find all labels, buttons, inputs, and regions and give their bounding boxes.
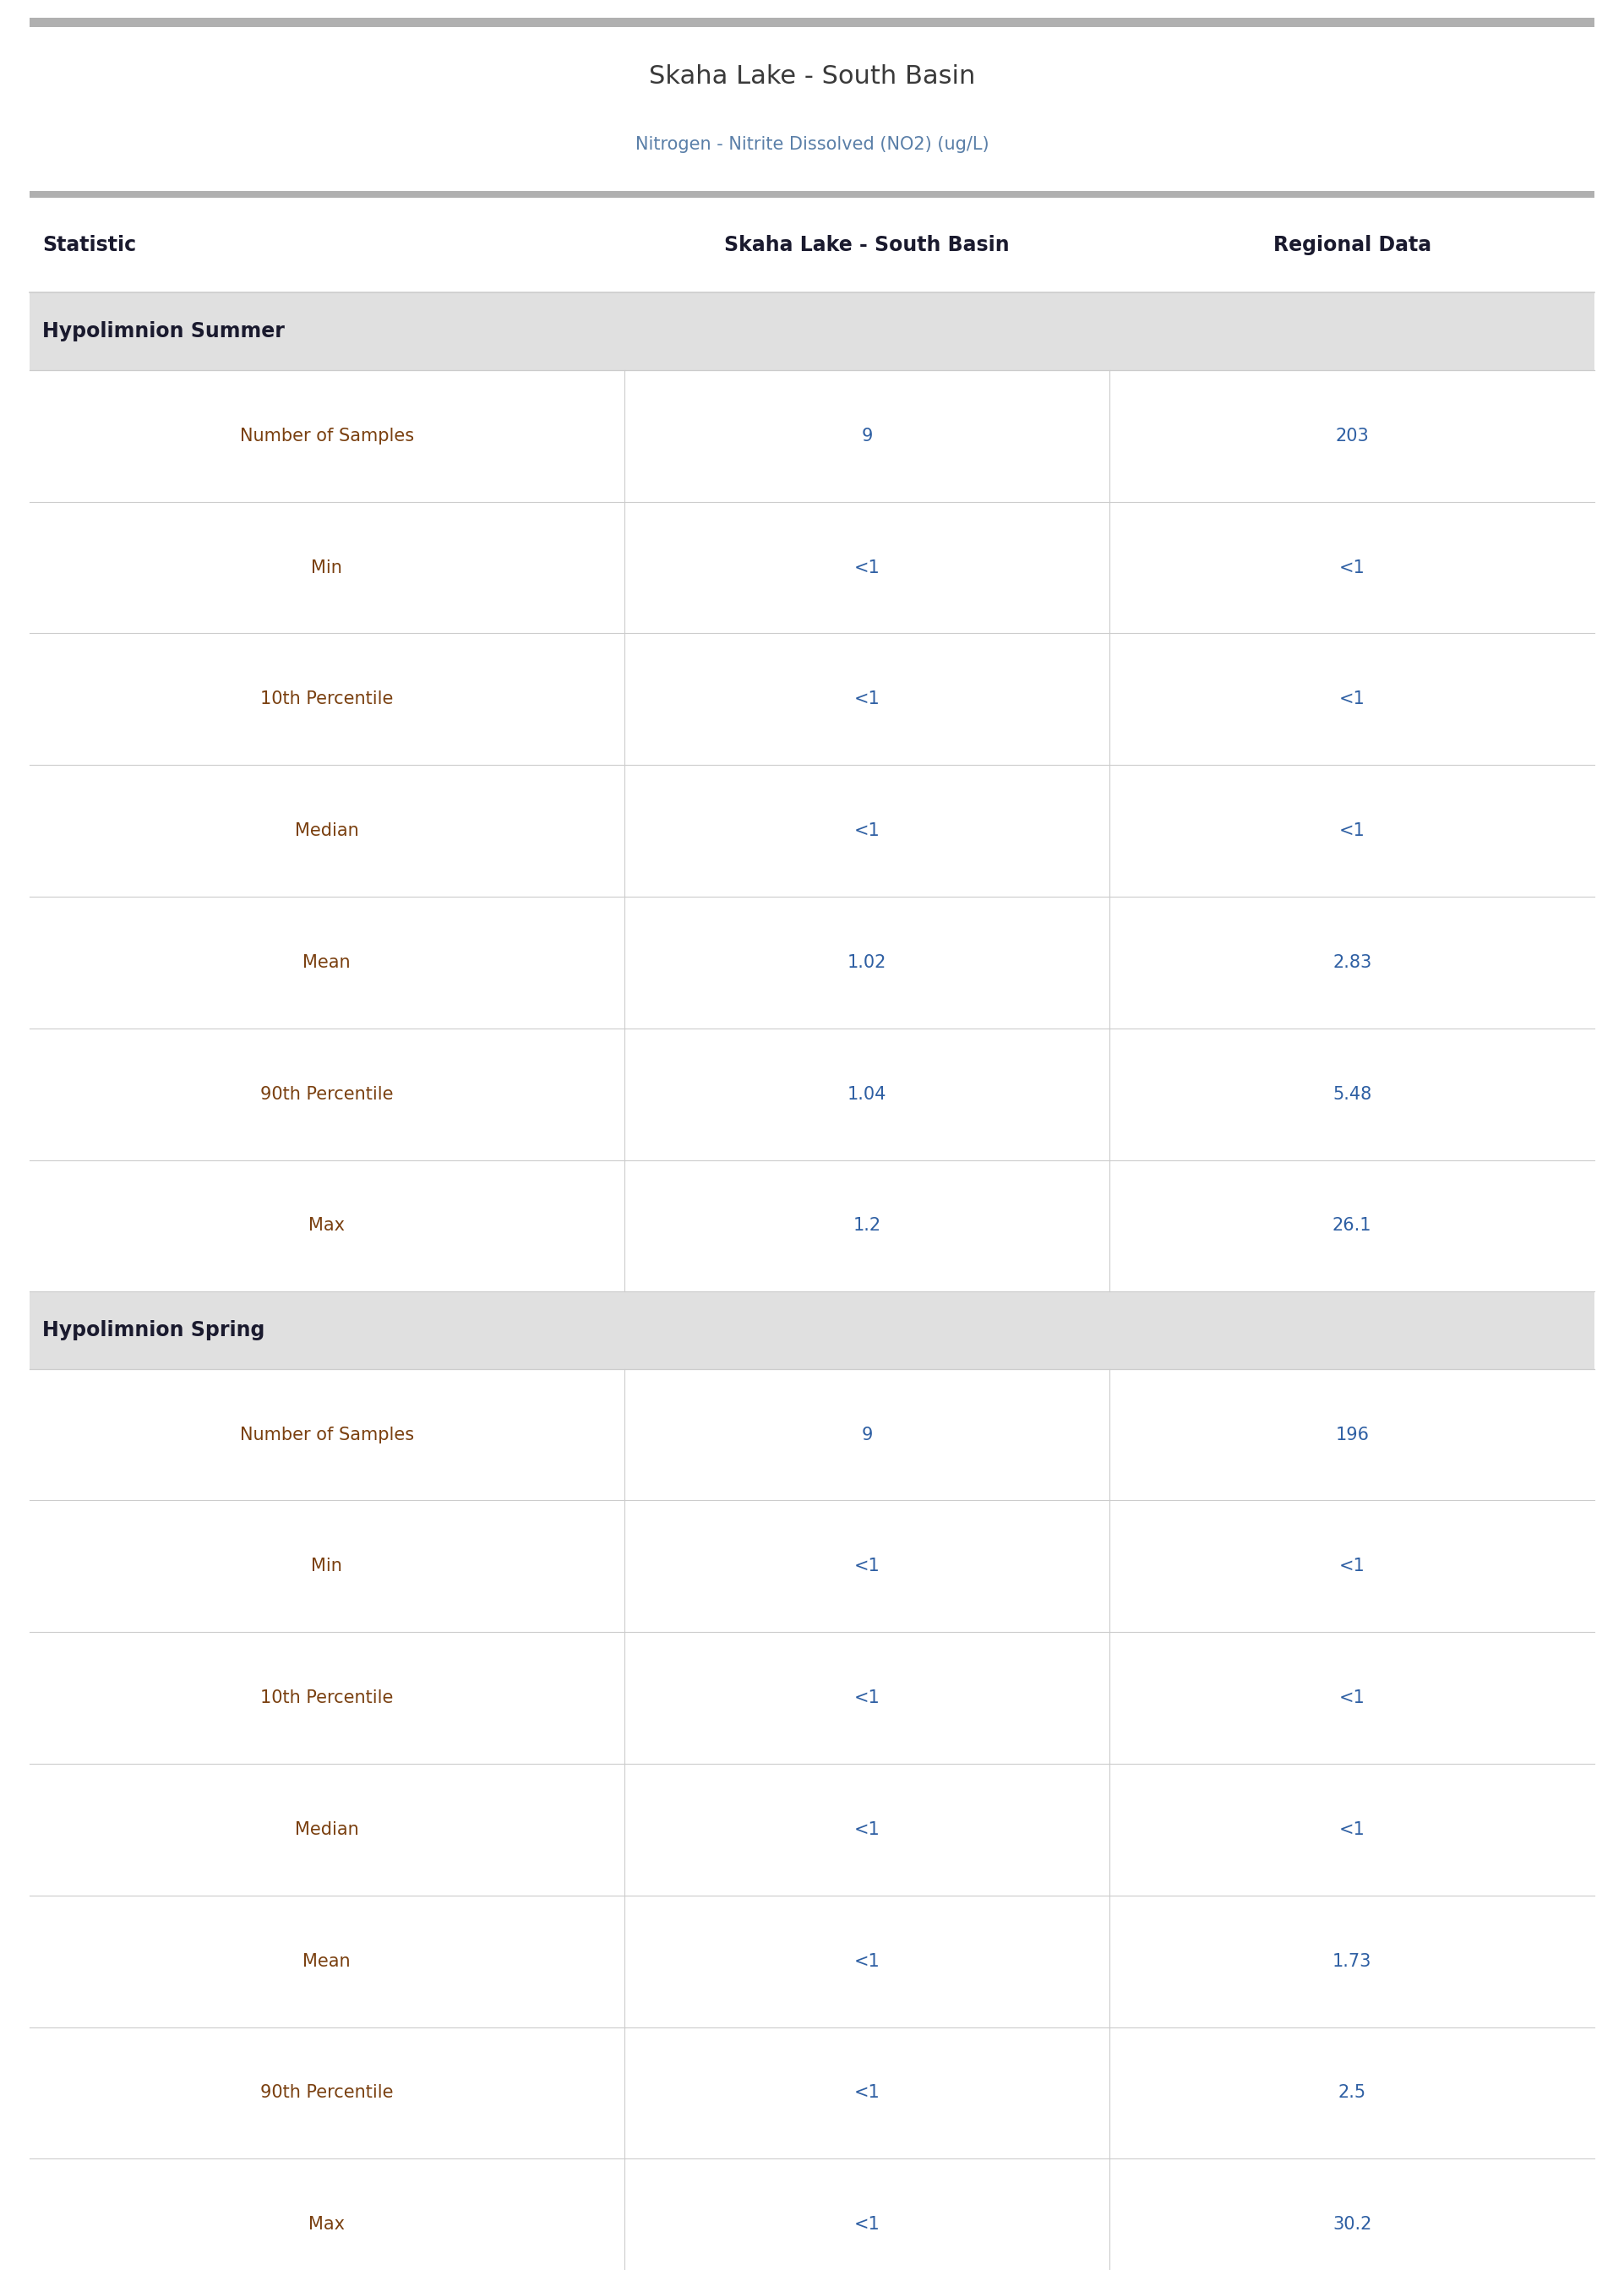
Bar <box>29 1500 1595 1632</box>
Bar <box>29 18 1595 27</box>
Text: Skaha Lake - South Basin: Skaha Lake - South Basin <box>648 64 976 89</box>
Bar <box>29 1764 1595 1895</box>
Text: 9: 9 <box>861 1426 872 1444</box>
Text: 1.02: 1.02 <box>848 953 887 972</box>
Bar <box>29 1160 1595 1292</box>
Bar <box>29 2027 1595 2159</box>
Text: <1: <1 <box>1340 1689 1366 1707</box>
Bar <box>29 897 1595 1028</box>
Text: 26.1: 26.1 <box>1332 1217 1372 1235</box>
Text: Number of Samples: Number of Samples <box>240 427 414 445</box>
Text: Min: Min <box>312 1557 343 1575</box>
Bar <box>29 765 1595 897</box>
Bar <box>29 1369 1595 1500</box>
Text: 5.48: 5.48 <box>1333 1085 1372 1103</box>
Text: Max: Max <box>309 2216 344 2234</box>
Bar <box>29 1292 1595 1369</box>
Text: Max: Max <box>309 1217 344 1235</box>
Text: <1: <1 <box>1340 1557 1366 1575</box>
Text: 10th Percentile: 10th Percentile <box>260 1689 393 1707</box>
Text: Hypolimnion Spring: Hypolimnion Spring <box>42 1321 265 1339</box>
Text: <1: <1 <box>854 2084 880 2102</box>
Bar <box>29 370 1595 502</box>
Text: 9: 9 <box>861 427 872 445</box>
Bar <box>29 502 1595 633</box>
Text: Mean: Mean <box>302 1952 351 1970</box>
Text: 196: 196 <box>1335 1426 1369 1444</box>
Text: 1.04: 1.04 <box>848 1085 887 1103</box>
Text: <1: <1 <box>1340 690 1366 708</box>
Bar <box>29 293 1595 370</box>
Text: 2.83: 2.83 <box>1333 953 1372 972</box>
Text: Median: Median <box>294 822 359 840</box>
Text: Statistic: Statistic <box>42 236 136 254</box>
Text: Nitrogen - Nitrite Dissolved (NO2) (ug/L): Nitrogen - Nitrite Dissolved (NO2) (ug/L… <box>635 136 989 154</box>
Text: Regional Data: Regional Data <box>1273 236 1431 254</box>
Text: Skaha Lake - South Basin: Skaha Lake - South Basin <box>724 236 1010 254</box>
Bar <box>29 633 1595 765</box>
Text: <1: <1 <box>1340 822 1366 840</box>
Bar <box>29 1895 1595 2027</box>
Text: Mean: Mean <box>302 953 351 972</box>
Bar <box>29 27 1595 191</box>
Text: <1: <1 <box>854 2216 880 2234</box>
Text: Number of Samples: Number of Samples <box>240 1426 414 1444</box>
Bar <box>29 1632 1595 1764</box>
Text: <1: <1 <box>854 1557 880 1575</box>
Text: <1: <1 <box>854 822 880 840</box>
Text: <1: <1 <box>1340 558 1366 577</box>
Bar <box>29 191 1595 197</box>
Text: <1: <1 <box>1340 1821 1366 1839</box>
Text: 203: 203 <box>1335 427 1369 445</box>
Text: 1.2: 1.2 <box>853 1217 880 1235</box>
Bar <box>29 2159 1595 2270</box>
Bar <box>29 197 1595 293</box>
Text: Median: Median <box>294 1821 359 1839</box>
Text: 90th Percentile: 90th Percentile <box>260 2084 393 2102</box>
Text: 1.73: 1.73 <box>1333 1952 1372 1970</box>
Text: 90th Percentile: 90th Percentile <box>260 1085 393 1103</box>
Text: 2.5: 2.5 <box>1338 2084 1366 2102</box>
Text: 10th Percentile: 10th Percentile <box>260 690 393 708</box>
Bar <box>29 1028 1595 1160</box>
Text: <1: <1 <box>854 690 880 708</box>
Text: <1: <1 <box>854 1952 880 1970</box>
Text: Min: Min <box>312 558 343 577</box>
Text: <1: <1 <box>854 558 880 577</box>
Text: <1: <1 <box>854 1821 880 1839</box>
Text: Hypolimnion Summer: Hypolimnion Summer <box>42 322 284 340</box>
Text: <1: <1 <box>854 1689 880 1707</box>
Text: 30.2: 30.2 <box>1333 2216 1372 2234</box>
